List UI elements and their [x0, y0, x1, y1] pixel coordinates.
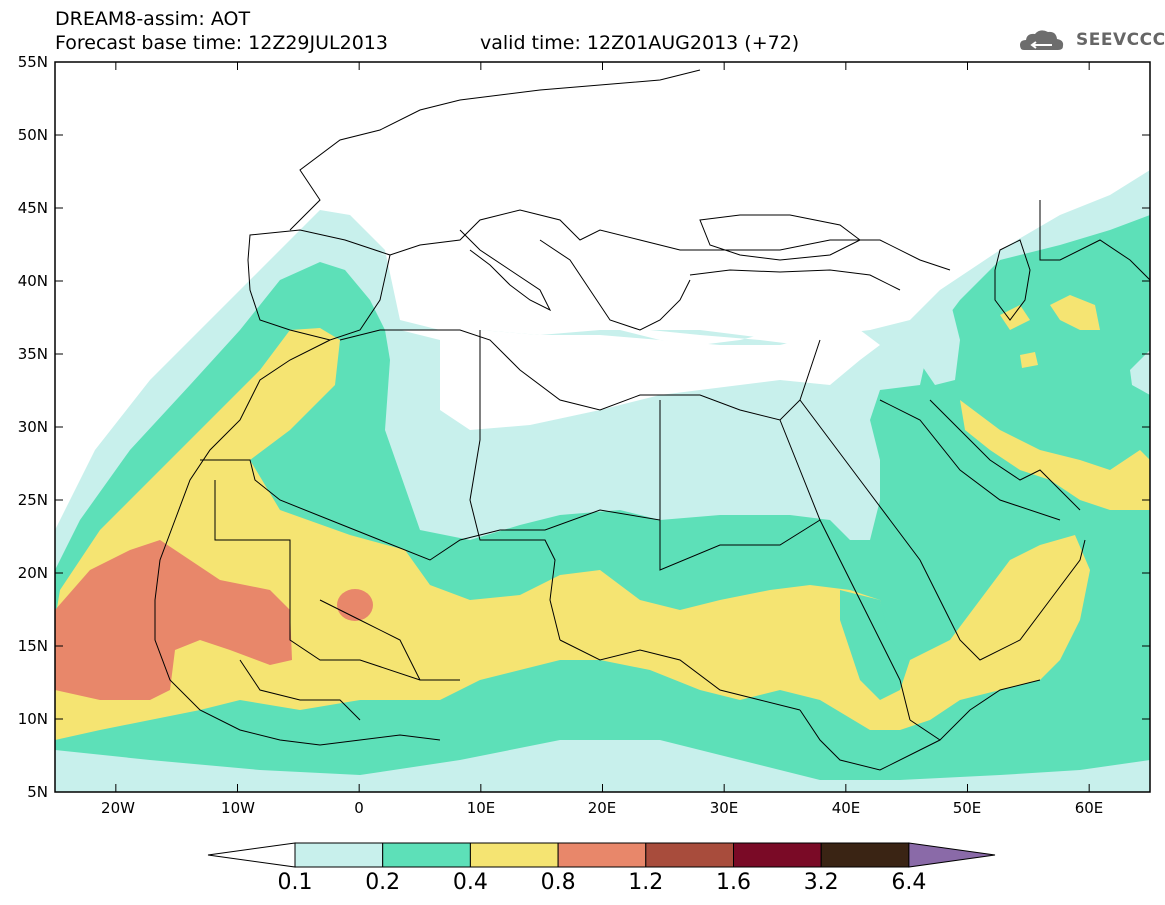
lon-label: 10W	[221, 799, 255, 817]
lon-label: 20E	[587, 799, 617, 817]
lat-label: 35N	[17, 345, 48, 363]
lon-label: 50E	[952, 799, 982, 817]
colorbar-box	[733, 842, 822, 868]
lon-label: 30E	[709, 799, 739, 817]
lon-label: 20W	[101, 799, 135, 817]
coastlines	[154, 69, 1150, 771]
lat-label: 45N	[17, 199, 48, 217]
colorbar-box	[557, 842, 647, 868]
colorbar-label: 0.8	[540, 870, 576, 895]
axis-ticks	[55, 61, 1150, 793]
colorbar-box	[469, 842, 559, 868]
lat-label: 20N	[17, 564, 48, 582]
colorbar-box	[294, 842, 384, 868]
forecast-base-time: Forecast base time: 12Z29JUL2013	[55, 32, 388, 54]
colorbar-under-arrow	[207, 842, 296, 868]
map-title: DREAM8-assim: AOT	[55, 8, 251, 30]
cloud-logo-icon	[1020, 30, 1064, 50]
colorbar-box	[382, 842, 471, 868]
lat-label: 15N	[17, 637, 48, 655]
colorbar-label: 6.4	[891, 870, 927, 895]
colorbar-over-arrow	[908, 842, 996, 868]
lat-label: 50N	[17, 126, 48, 144]
lon-label: 10E	[466, 799, 496, 817]
colorbar-label: 0.4	[452, 870, 488, 895]
contour-0.4	[55, 328, 1090, 740]
colorbar-label: 1.6	[716, 870, 751, 895]
colorbar-label: 3.2	[803, 870, 839, 895]
lat-label: 10N	[17, 710, 48, 728]
lon-label: 40E	[831, 799, 861, 817]
colorbar-label: 0.2	[365, 870, 401, 895]
lat-label: 55N	[17, 53, 48, 71]
lat-label: 25N	[17, 491, 48, 509]
colorbar-label: 1.2	[628, 870, 664, 895]
colorbar-label: 0.1	[277, 870, 313, 895]
lat-label: 40N	[17, 272, 48, 290]
colorbar-box	[645, 842, 734, 868]
lat-label: 30N	[17, 418, 48, 436]
aot-contours	[55, 170, 1150, 792]
valid-time: valid time: 12Z01AUG2013 (+72)	[480, 32, 800, 54]
contour-0.8	[55, 540, 292, 700]
colorbar-box	[820, 842, 910, 868]
lon-label: 60E	[1074, 799, 1104, 817]
lat-label: 5N	[27, 783, 48, 801]
logo-text: SEEVCCC	[1076, 30, 1165, 50]
lon-label: 0	[354, 799, 364, 817]
